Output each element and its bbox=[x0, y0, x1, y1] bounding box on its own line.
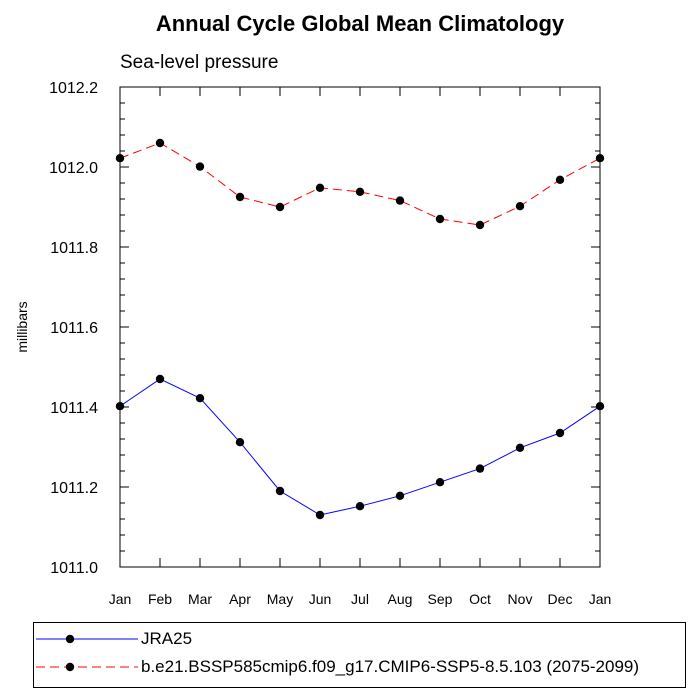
series-1-point bbox=[235, 192, 245, 202]
plot-frame bbox=[119, 86, 601, 568]
chart-title: Annual Cycle Global Mean Climatology bbox=[156, 11, 565, 36]
x-tick-labels: Jan Feb Mar Apr May Jun Jul Aug Sep Oct Nov Dec Jan bbox=[109, 591, 612, 607]
y-tick-labels: 1011.0 1011.2 1011.4 1011.6 1011.8 1012.0 1012… bbox=[49, 80, 98, 577]
x-tick-label: Aug bbox=[388, 591, 413, 607]
series-0-point bbox=[355, 502, 365, 511]
x-tick-label: Mar bbox=[188, 591, 212, 607]
series-line-0 bbox=[119, 378, 601, 516]
x-tick-label: Jul bbox=[351, 591, 369, 607]
series-1-point bbox=[355, 187, 365, 196]
series-1-point bbox=[155, 138, 165, 148]
series-0-point bbox=[195, 394, 205, 403]
legend-swatch-cmip6 bbox=[36, 662, 138, 672]
legend: JRA25 b.e21.BSSP585cmip6.f09_g17.CMIP6-S… bbox=[33, 622, 686, 688]
x-tick-label: Nov bbox=[508, 591, 533, 607]
x-tick-label: May bbox=[267, 591, 293, 607]
x-tick-label: Oct bbox=[469, 591, 491, 607]
line-chart: Annual Cycle Global Mean Climatology Sea… bbox=[14, 11, 612, 607]
series-0-point bbox=[155, 374, 165, 384]
y-tick-label: 1012.2 bbox=[49, 80, 98, 97]
x-tick-label: Jan bbox=[589, 591, 612, 607]
y-tick-label: 1011.0 bbox=[50, 560, 98, 577]
legend-label-jra25: JRA25 bbox=[141, 629, 193, 648]
y-tick-label: 1011.8 bbox=[50, 240, 98, 257]
series-1-point bbox=[515, 202, 525, 211]
y-tick-label: 1011.2 bbox=[50, 480, 98, 497]
series-1-point bbox=[475, 220, 485, 230]
legend-item-jra25: JRA25 bbox=[34, 627, 685, 651]
series-line-1 bbox=[119, 142, 601, 226]
series-group bbox=[115, 138, 605, 520]
series-1-point bbox=[275, 202, 285, 212]
series-1-point bbox=[315, 183, 325, 192]
series-1-point bbox=[435, 214, 445, 224]
x-tick-label: Dec bbox=[548, 591, 573, 607]
series-0-point bbox=[515, 443, 525, 452]
x-tick-label: Sep bbox=[428, 591, 453, 607]
x-tick-label: Feb bbox=[148, 591, 172, 607]
series-1-point bbox=[195, 162, 205, 171]
y-tick-label: 1011.4 bbox=[50, 400, 98, 417]
y-axis-label: millibars bbox=[14, 301, 30, 352]
legend-swatch-jra25 bbox=[36, 634, 138, 644]
y-tick-label: 1012.0 bbox=[49, 160, 98, 177]
series-1-point bbox=[555, 175, 565, 184]
series-1-point bbox=[395, 196, 405, 205]
series-0-point bbox=[275, 486, 285, 496]
series-0-point bbox=[475, 464, 485, 473]
chart-subtitle: Sea-level pressure bbox=[120, 52, 278, 73]
x-tick-label: Jan bbox=[109, 591, 132, 607]
x-tick-label: Jun bbox=[309, 591, 332, 607]
series-0-point bbox=[315, 510, 325, 520]
legend-item-cmip6: b.e21.BSSP585cmip6.f09_g17.CMIP6-SSP5-8.… bbox=[34, 655, 685, 679]
legend-label-cmip6: b.e21.BSSP585cmip6.f09_g17.CMIP6-SSP5-8.… bbox=[141, 657, 640, 676]
series-0-point bbox=[435, 478, 445, 487]
axis-ticks bbox=[119, 86, 601, 568]
series-0-point bbox=[395, 491, 405, 500]
series-0-point bbox=[555, 428, 565, 438]
y-tick-label: 1011.6 bbox=[50, 320, 98, 337]
x-tick-label: Apr bbox=[229, 591, 251, 607]
series-0-point bbox=[235, 438, 245, 447]
